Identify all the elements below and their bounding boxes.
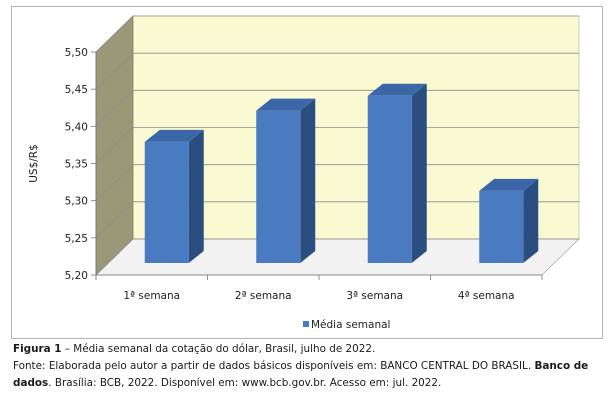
bar-top (144, 129, 204, 142)
gridline (95, 201, 579, 239)
bar-side (411, 83, 427, 263)
caption-source-line: Fonte: Elaborada pelo autor a partir de … (13, 358, 608, 392)
bar-top (256, 98, 316, 111)
gridline (95, 164, 579, 201)
y-tick-label: 5,50 (65, 47, 88, 59)
y-axis-title: US$/R$ (28, 144, 40, 183)
gridline (95, 127, 579, 164)
figure-caption: Figura 1 – Média semanal da cotação do d… (13, 341, 608, 392)
bar-top (479, 178, 539, 191)
bar-side (300, 98, 316, 263)
legend-swatch (303, 321, 309, 327)
figure-label: Figura 1 (13, 343, 62, 355)
bar (144, 141, 189, 263)
source-prefix: Fonte: Elaborada pelo autor a partir de … (13, 360, 535, 372)
legend-label: Média semanal (311, 319, 390, 331)
y-tick-label: 5,25 (65, 233, 88, 245)
bar-side (188, 129, 204, 263)
y-tick-label: 5,30 (65, 196, 88, 208)
x-tick-label: 1ª semana (123, 290, 180, 302)
gridline (95, 52, 579, 90)
figure-title: – Média semanal da cotação do dólar, Bra… (61, 343, 376, 355)
bar (256, 110, 301, 263)
y-tick-label: 5,20 (65, 270, 88, 282)
source-bold: Banco de dados (13, 360, 589, 389)
bar-top (367, 83, 427, 96)
y-tick-label: 5,40 (65, 121, 88, 133)
caption-title-line: Figura 1 – Média semanal da cotação do d… (13, 341, 608, 358)
bar (479, 190, 524, 263)
gridline (95, 238, 579, 276)
y-tick-label: 5,35 (65, 159, 88, 171)
chart-frame: 5,20 5,25 5,30 5,35 5,40 5,45 5,50 US$/R$ 1ª sem… (11, 6, 603, 339)
x-tick-label: 2ª semana (235, 290, 292, 302)
bar-chart: 5,20 5,25 5,30 5,35 5,40 5,45 5,50 US$/R$ 1ª sem… (28, 15, 580, 331)
y-tick-label: 5,45 (65, 84, 88, 96)
gridline (95, 89, 579, 127)
x-tick-label: 4ª semana (458, 290, 515, 302)
bar-side (523, 178, 539, 263)
bar (367, 95, 412, 263)
x-tick-label: 3ª semana (346, 290, 403, 302)
source-suffix: . Brasília: BCB, 2022. Disponível em: ww… (48, 377, 442, 389)
gridline (95, 15, 579, 53)
